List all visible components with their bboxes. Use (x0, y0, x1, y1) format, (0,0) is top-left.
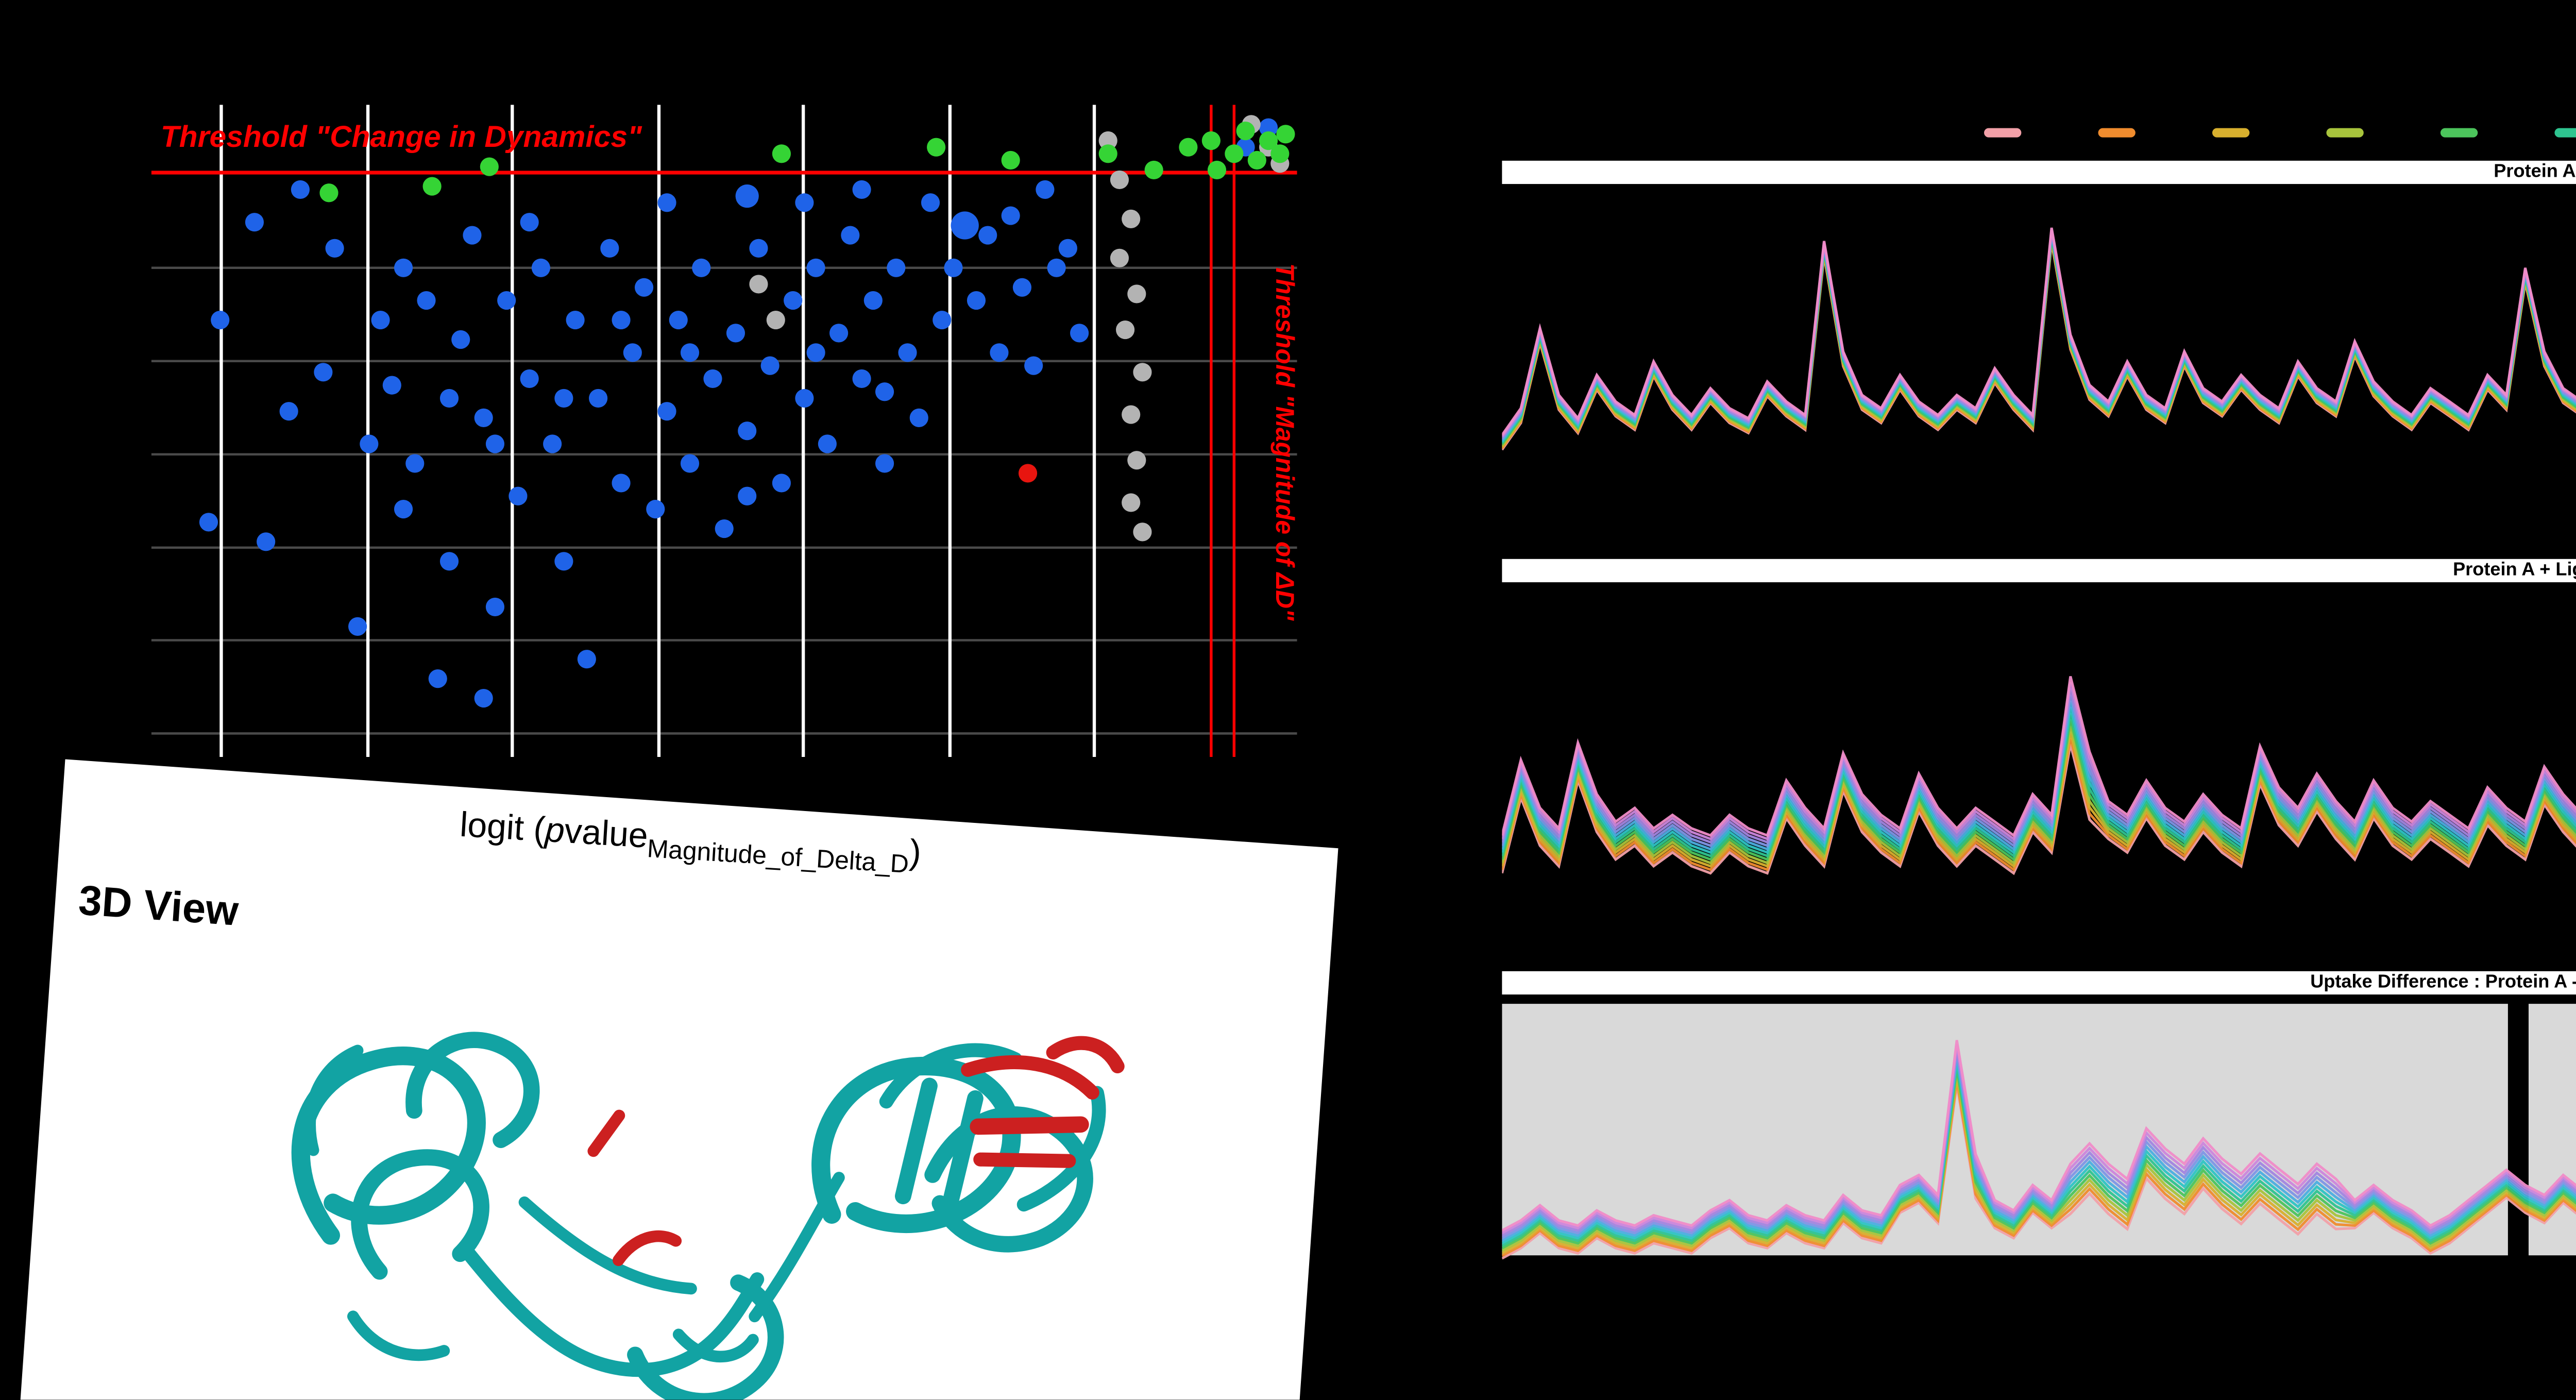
timepoint-legend (1984, 128, 2576, 138)
chart-title-uptake-difference-text: Uptake Difference : Protein A - (Protein… (2310, 971, 2576, 992)
x-label-p-italic: p (544, 811, 566, 852)
uptake-plot-protein-a-ligand[interactable] (1502, 582, 2576, 955)
threshold-dynamics-label: Threshold "Change in Dynamics" (160, 119, 642, 154)
legend-dash[interactable] (2554, 128, 2576, 138)
x-label-mid: value (563, 812, 649, 857)
legend-dash[interactable] (2440, 128, 2478, 138)
legend-dash[interactable] (2098, 128, 2136, 138)
chart-title-protein-a: Protein A (1502, 160, 2576, 184)
3d-view-panel[interactable]: 3D View (16, 759, 1338, 1400)
x-label-pre: logit ( (459, 805, 547, 851)
volcano-scatter-canvas[interactable] (151, 105, 1297, 757)
chart-title-protein-a-ligand-text: Protein A + Ligand (2453, 559, 2576, 580)
legend-dash[interactable] (2326, 128, 2364, 138)
threshold-magnitude-label: Threshold "Magnitude of ΔD" (1269, 263, 1297, 621)
legend-dash[interactable] (1984, 128, 2022, 138)
chart-title-protein-a-text: Protein A (2494, 160, 2576, 182)
volcano-plot[interactable]: Threshold "Change in Dynamics" Threshold… (151, 105, 1297, 806)
protein-structure[interactable] (16, 760, 1338, 1400)
legend-dash[interactable] (2212, 128, 2250, 138)
uptake-difference-plot[interactable] (1502, 994, 2576, 1269)
uptake-plot-protein-a[interactable] (1502, 184, 2576, 547)
x-label-post: ) (908, 833, 923, 874)
chart-title-protein-a-ligand: Protein A + Ligand (1502, 559, 2576, 582)
chart-title-uptake-difference: Uptake Difference : Protein A - (Protein… (1502, 971, 2576, 995)
